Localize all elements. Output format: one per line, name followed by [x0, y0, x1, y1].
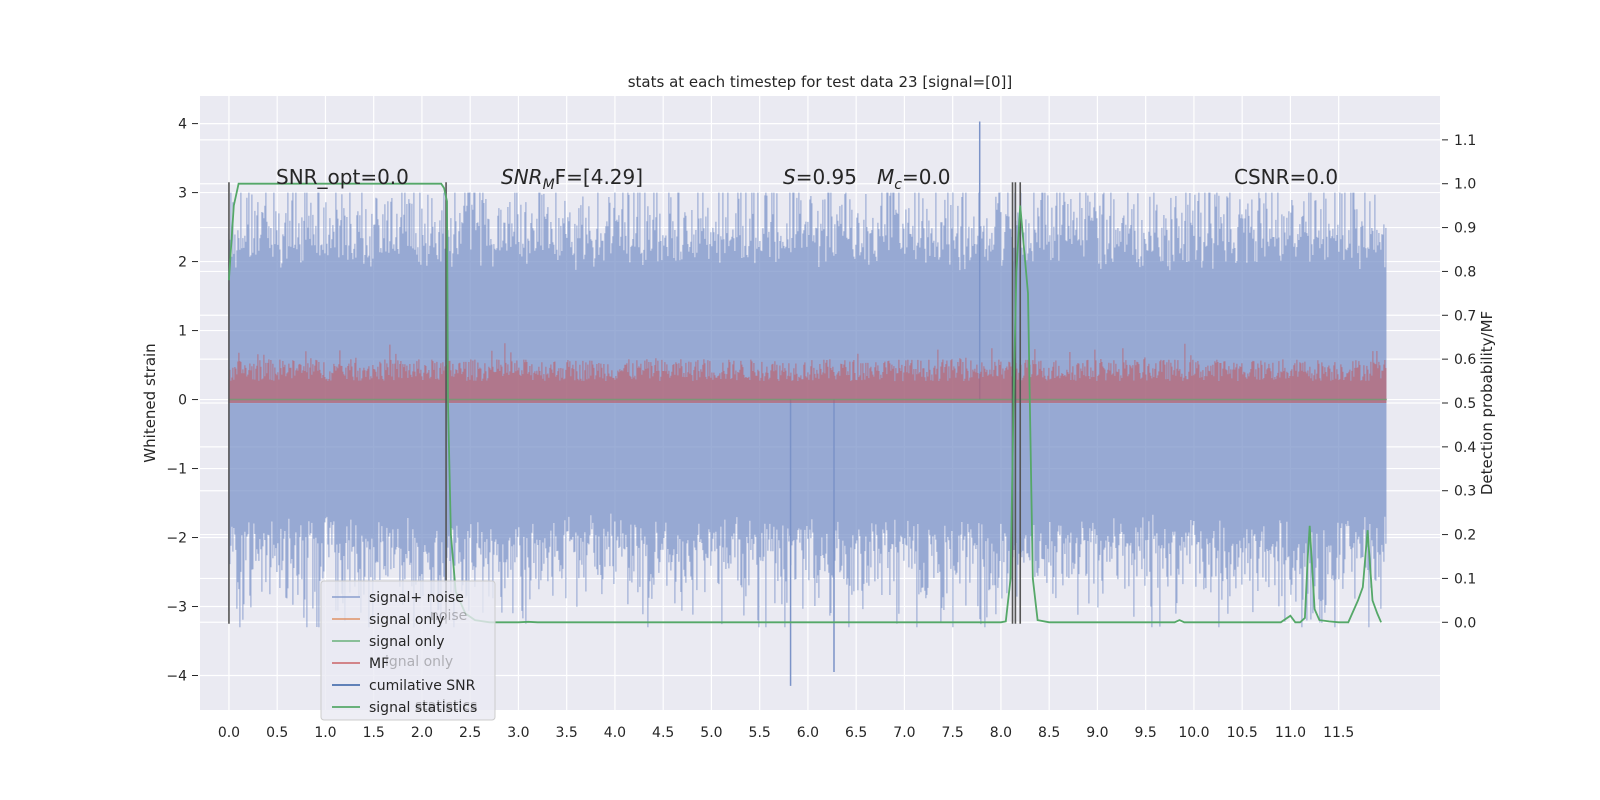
vertical-markers — [228, 182, 1022, 624]
x-tick-label: 5.5 — [749, 725, 771, 741]
x-tick-label: 6.0 — [797, 725, 819, 741]
legend-label: signal statistics — [369, 700, 477, 716]
x-tick-label: 9.5 — [1135, 725, 1157, 741]
x-tick-label: 3.0 — [507, 725, 529, 741]
x-tick-label: 4.0 — [604, 725, 626, 741]
x-tick-label: 9.0 — [1086, 725, 1108, 741]
x-tick-label: 0.5 — [266, 725, 288, 741]
y-axis-right: 1.1 1.0 0.9 0.8 0.7 0.6 0.5 0.4 0.3 0.2 0.1 0.0 — [1442, 133, 1476, 631]
x-tick-label: 3.5 — [556, 725, 578, 741]
x-axis: 0.0 0.5 1.0 1.5 2.0 2.5 3.0 3.5 4.0 4.5 5.0 5.5 6.0 6… — [218, 725, 1354, 741]
y-tick-label: −2 — [166, 531, 187, 547]
signal-statistics-line — [228, 182, 1382, 624]
legend-frame — [320, 580, 496, 721]
y-axis-label: Whitened strain — [141, 343, 159, 462]
x-tick-label: 1.5 — [363, 725, 385, 741]
y-tick-label: 1 — [178, 324, 187, 340]
x-tick-label: 1.0 — [314, 725, 336, 741]
x-tick-label: 6.5 — [845, 725, 867, 741]
x-tick-label: 0.0 — [218, 725, 240, 741]
signal-statistics-series — [228, 182, 1382, 624]
y2-tick-label: 0.5 — [1454, 396, 1476, 412]
x-tick-label: 10.0 — [1178, 725, 1209, 741]
legend-label: MF — [369, 656, 389, 672]
legend-ghost-statistics: statistics — [415, 698, 477, 714]
y2-tick-label: 0.7 — [1454, 308, 1476, 324]
y2-tick-label: 1.0 — [1454, 177, 1476, 193]
y-tick-label: 4 — [178, 117, 187, 133]
y2-tick-label: 0.8 — [1454, 264, 1476, 280]
y2-tick-label: 0.6 — [1454, 352, 1476, 368]
legend: signal+ noise signal only signal only MF cum… — [320, 580, 496, 721]
y2-tick-label: 1.1 — [1454, 133, 1476, 149]
y-tick-label: −1 — [166, 462, 187, 478]
y-tick-label: −3 — [166, 600, 187, 616]
legend-ghost-signal-only: ignal only — [385, 654, 453, 670]
y-tick-label: 3 — [178, 186, 187, 202]
y2-tick-label: 0.3 — [1454, 484, 1476, 500]
x-tick-label: 11.0 — [1275, 725, 1306, 741]
x-tick-label: 10.5 — [1227, 725, 1258, 741]
x-tick-label: 8.0 — [990, 725, 1012, 741]
legend-label: signal only — [369, 634, 444, 650]
x-tick-label: 2.0 — [411, 725, 433, 741]
legend-label: cumilative SNR — [369, 678, 476, 694]
x-tick-label: 7.0 — [893, 725, 915, 741]
y2-tick-label: 0.2 — [1454, 528, 1476, 544]
y-tick-label: 2 — [178, 255, 187, 271]
y-tick-label: 0 — [178, 393, 187, 409]
x-tick-label: 11.5 — [1323, 725, 1354, 741]
y2-tick-label: 0.9 — [1454, 221, 1476, 237]
annotations: SNR_opt=0.0 SNRMF=[4.29] S=0.95 Mc=0.0 C… — [276, 165, 1338, 193]
y-tick-label: −4 — [166, 669, 187, 685]
legend-ghost-noise: noise — [430, 608, 467, 624]
y2-tick-label: 0.0 — [1454, 615, 1476, 631]
x-tick-label: 7.5 — [942, 725, 964, 741]
legend-label: signal only — [369, 612, 444, 628]
annotation-s: S=0.95 — [783, 165, 857, 189]
y-axis-left: 4 3 2 1 0 −1 −2 −3 −4 — [166, 117, 198, 685]
annotation-snr-opt: SNR_opt=0.0 — [276, 165, 409, 189]
legend-label: signal+ noise — [369, 590, 464, 606]
x-tick-label: 4.5 — [652, 725, 674, 741]
annotation-snr-mf: SNRMF=[4.29] — [501, 165, 643, 193]
x-tick-label: 8.5 — [1038, 725, 1060, 741]
chart-title: stats at each timestep for test data 23 … — [628, 73, 1013, 91]
y2-tick-label: 0.4 — [1454, 440, 1476, 456]
y2-tick-label: 0.1 — [1454, 571, 1476, 587]
y2-axis-label: Detection probability/MF — [1478, 311, 1496, 495]
annotation-mc: Mc=0.0 — [877, 165, 951, 193]
x-tick-label: 5.0 — [700, 725, 722, 741]
x-tick-label: 2.5 — [459, 725, 481, 741]
annotation-csnr: CSNR=0.0 — [1234, 165, 1338, 189]
